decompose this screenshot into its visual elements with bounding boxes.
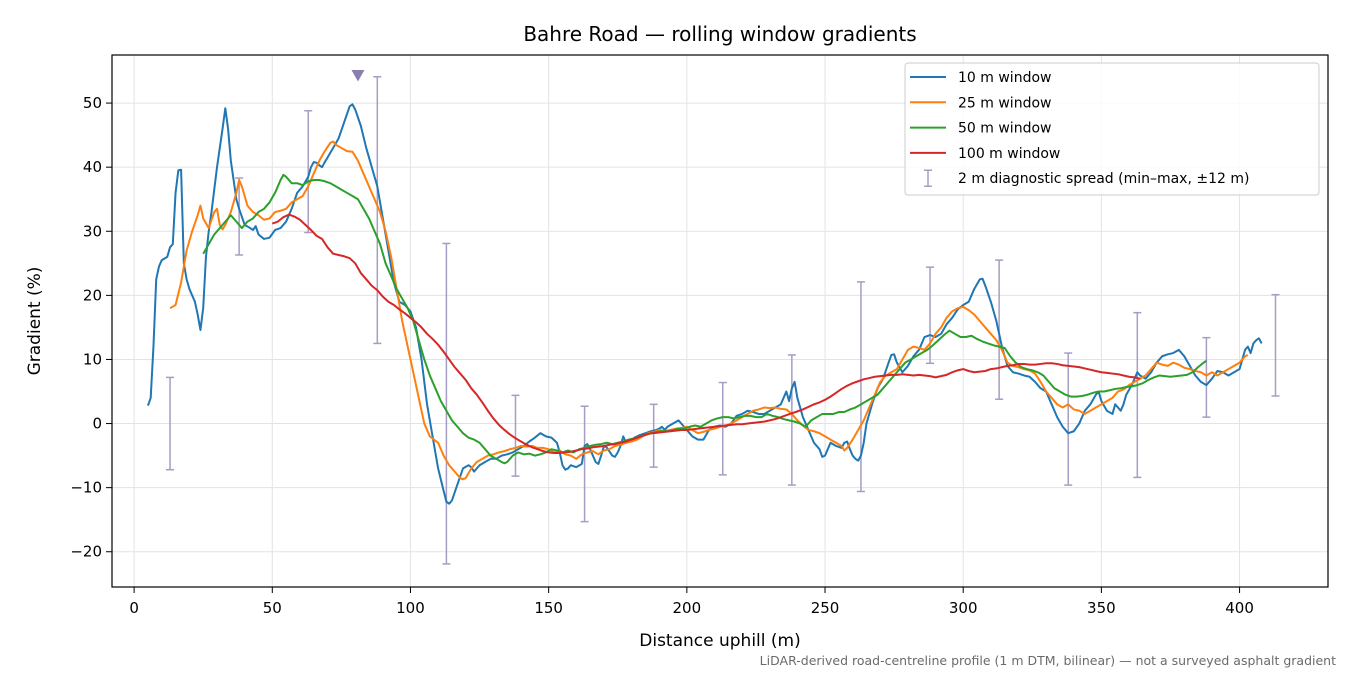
- legend-label: 100 m window: [958, 146, 1060, 162]
- series-line-3: [202, 173, 1207, 465]
- diagnostic-spread-bar: [649, 403, 658, 468]
- y-tick-label: 20: [83, 286, 102, 304]
- x-tick-label: 400: [1225, 599, 1254, 617]
- plot-frame: [111, 54, 1329, 588]
- series-line-1: [146, 103, 1263, 505]
- y-tick-label: 0: [92, 415, 102, 433]
- chart-title: Bahre Road — rolling window gradients: [523, 22, 916, 46]
- diagnostic-spread-bar: [1133, 311, 1142, 479]
- legend-label: 10 m window: [958, 70, 1051, 86]
- footnote: LiDAR-derived road-centreline profile (1…: [760, 653, 1336, 668]
- y-tick-label: 30: [83, 222, 102, 240]
- plot-area: [146, 70, 1280, 565]
- diagnostic-spread-bar: [718, 381, 727, 476]
- diagnostic-spread-bar: [373, 76, 382, 345]
- diagnostic-spread-bar: [304, 110, 313, 234]
- diagnostic-spread-bar: [1202, 336, 1211, 418]
- y-tick-label: 10: [83, 350, 102, 368]
- x-tick-label: 0: [129, 599, 139, 617]
- axis-ticks: 0 50 100 150 200 250 300 350 400 −20 −10 0 10 20 30 40 5…: [70, 94, 1254, 617]
- diagnostic-spread-bar: [511, 394, 520, 477]
- y-tick-label: 50: [83, 94, 102, 112]
- y-tick-label: −20: [70, 543, 102, 561]
- diagnostic-spread-bar: [1064, 352, 1073, 486]
- diagnostic-spread-bar: [442, 242, 451, 565]
- peak-marker: [351, 70, 365, 82]
- series-line-2: [169, 140, 1249, 481]
- legend-box: [904, 62, 1320, 196]
- legend: 10 m window 25 m window 50 m window 100 m w…: [904, 62, 1320, 196]
- y-axis-label: Gradient (%): [25, 267, 45, 376]
- x-tick-label: 350: [1087, 599, 1116, 617]
- y-tick-label: 40: [83, 158, 102, 176]
- y-tick-label: −10: [70, 479, 102, 497]
- x-tick-label: 150: [534, 599, 563, 617]
- legend-label: 25 m window: [958, 95, 1051, 111]
- x-tick-label: 200: [673, 599, 702, 617]
- diagnostic-spread-bar: [235, 177, 244, 256]
- x-tick-label: 300: [949, 599, 978, 617]
- diagnostic-spread-bar: [580, 405, 589, 523]
- diagnostic-spread-bar: [166, 376, 175, 471]
- x-tick-label: 250: [811, 599, 840, 617]
- legend-label: 50 m window: [958, 121, 1051, 137]
- x-tick-label: 50: [263, 599, 282, 617]
- legend-swatch: [924, 169, 932, 187]
- legend-label: 2 m diagnostic spread (min–max, ±12 m): [958, 171, 1249, 187]
- x-axis-label: Distance uphill (m): [639, 631, 800, 651]
- x-tick-label: 100: [396, 599, 425, 617]
- diagnostic-spread-bar: [1271, 293, 1280, 397]
- series-line-4: [271, 213, 1141, 455]
